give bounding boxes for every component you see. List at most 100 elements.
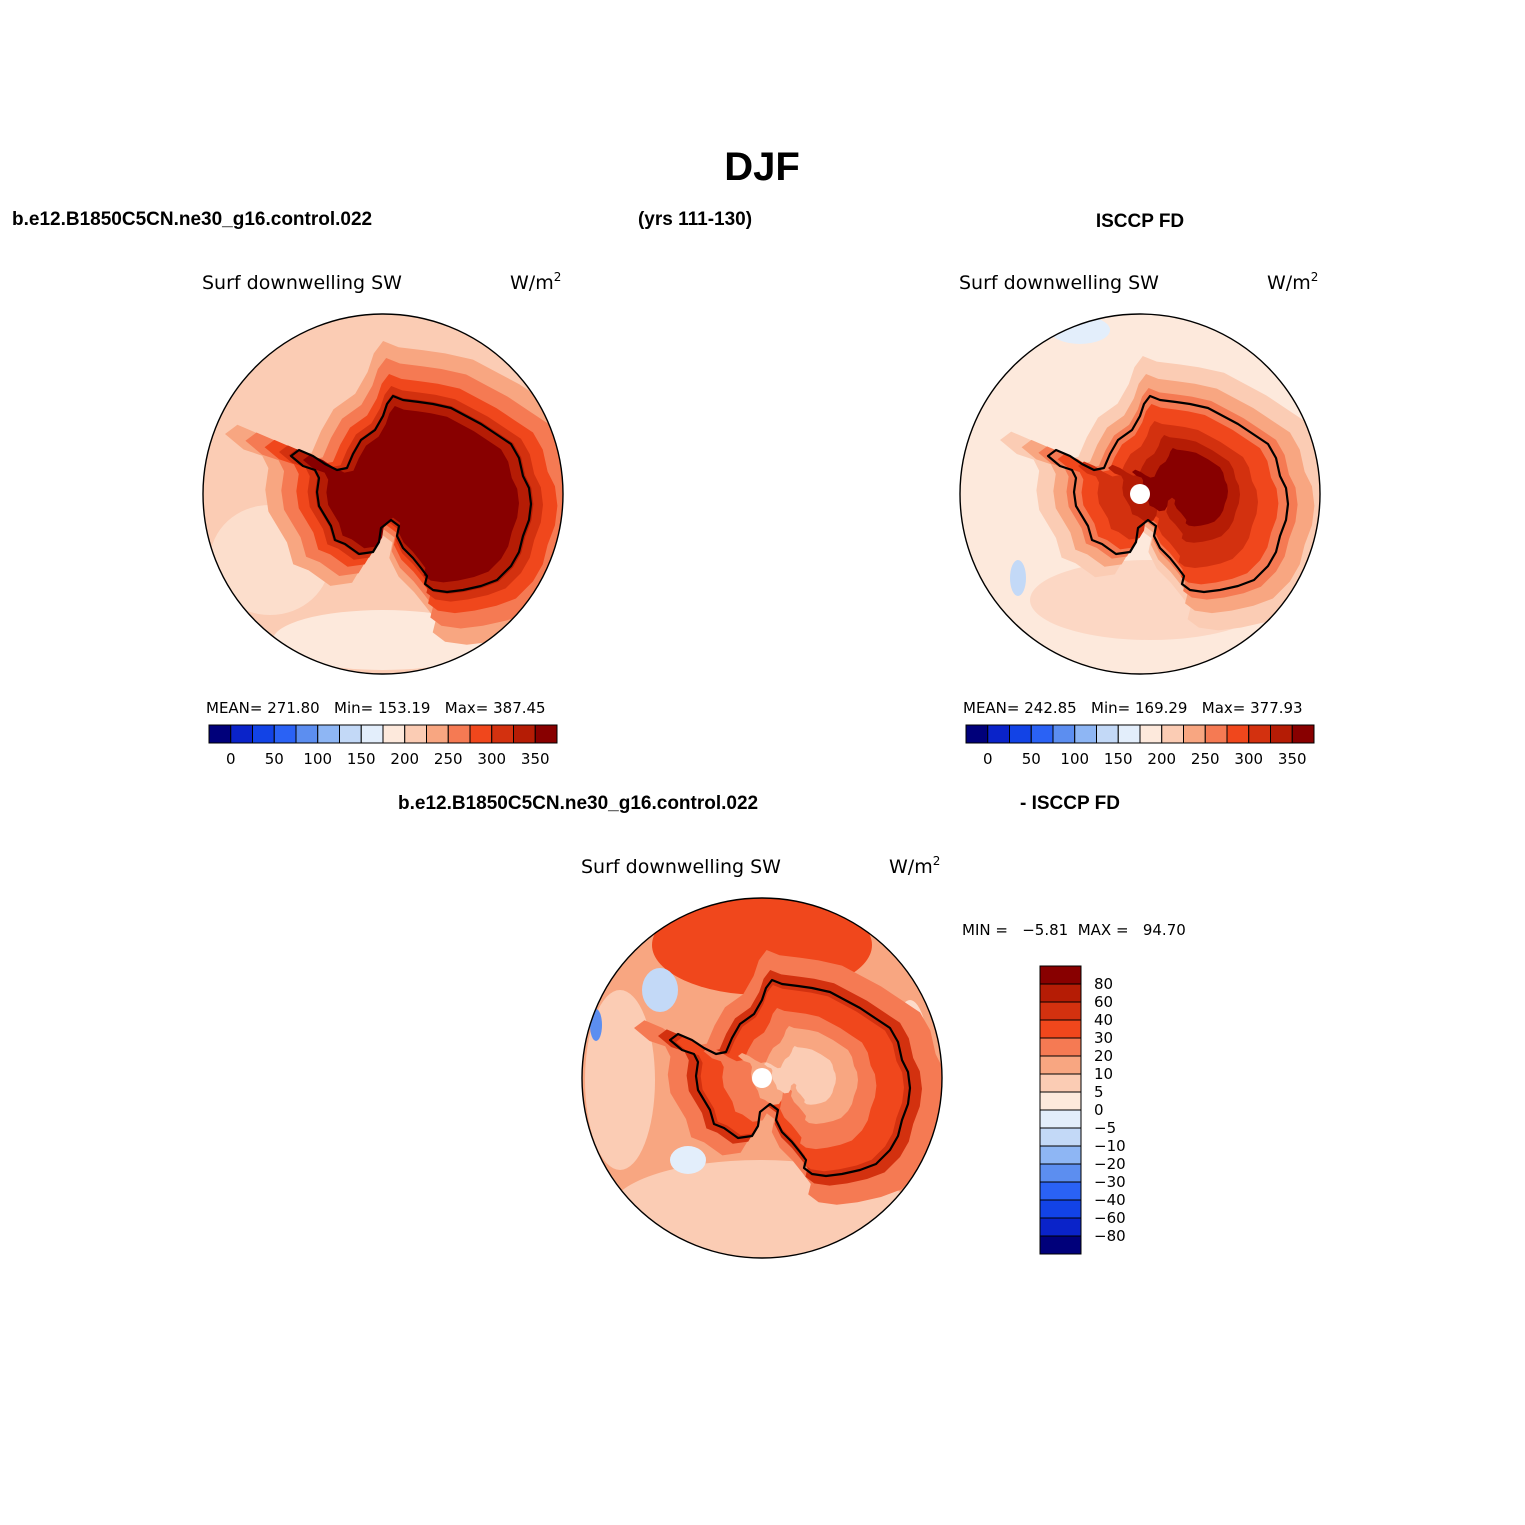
panel-model: Surf downwelling SW W/m2 MEAN= 271.80 Mi… — [202, 270, 564, 768]
colorbar-swatch — [1139, 724, 1163, 744]
colorbar-swatch — [1161, 724, 1184, 744]
colorbar-tick-label: −80 — [1094, 1227, 1126, 1245]
colorbar-tick-label: 350 — [1278, 750, 1307, 768]
colorbar-swatch — [1183, 724, 1206, 744]
panel-model-units: W/m2 — [510, 270, 561, 294]
colorbar-swatch — [1039, 1199, 1082, 1219]
header-right-obs: ISCCP FD — [1096, 211, 1184, 232]
colorbar-swatch — [317, 724, 340, 744]
colorbar-tick-label: 200 — [1147, 750, 1176, 768]
colorbar-swatch — [1039, 1073, 1082, 1093]
colorbar-tick-label: 80 — [1094, 975, 1113, 993]
colorbar-tick-label: −30 — [1094, 1173, 1126, 1191]
map-model — [203, 314, 563, 674]
colorbar-swatch — [1039, 1055, 1082, 1075]
panel-diff: b.e12.B1850C5CN.ne30_g16.control.022 - I… — [398, 793, 1186, 1259]
colorbar-obs: 0 50 100 150 200 250 300 350 — [965, 724, 1315, 768]
colorbar-swatch — [513, 724, 536, 744]
colorbar-swatch — [1074, 724, 1097, 744]
colorbar-swatch — [1039, 1037, 1082, 1057]
colorbar-tick-label: 250 — [434, 750, 463, 768]
colorbar-tick-label: −60 — [1094, 1209, 1126, 1227]
colorbar-swatch — [1052, 724, 1076, 744]
pole-marker — [752, 1068, 772, 1088]
map-model-boundary — [202, 313, 564, 675]
colorbar-swatch — [469, 724, 493, 744]
colorbar-tick-label: 200 — [390, 750, 419, 768]
colorbar-swatch — [1039, 1235, 1082, 1255]
colorbar-swatch — [1039, 983, 1082, 1003]
panel-diff-units: W/m2 — [889, 854, 940, 878]
colorbar-swatch — [1039, 1217, 1082, 1237]
panel-obs-units: W/m2 — [1267, 270, 1318, 294]
colorbar-tick-label: −20 — [1094, 1155, 1126, 1173]
colorbar-tick-label: 10 — [1094, 1065, 1113, 1083]
colorbar-tick-label: 300 — [477, 750, 506, 768]
colorbar-model: 0 50 100 150 200 250 300 350 — [208, 724, 558, 768]
colorbar-swatch — [382, 724, 406, 744]
diff-header-left: b.e12.B1850C5CN.ne30_g16.control.022 — [398, 793, 758, 814]
colorbar-swatch — [1039, 1091, 1082, 1111]
colorbar-tick-label: 30 — [1094, 1029, 1113, 1047]
colorbar-swatch — [1039, 1145, 1082, 1165]
colorbar-swatch — [1204, 724, 1228, 744]
colorbar-tick-label: 60 — [1094, 993, 1113, 1011]
panel-obs: Surf downwelling SW W/m2 MEAN= 242.85 Mi… — [959, 270, 1321, 768]
colorbar-swatch — [965, 724, 989, 744]
colorbar-tick-label: 0 — [226, 750, 236, 768]
colorbar-swatch — [1039, 1001, 1082, 1021]
colorbar-tick-label: 20 — [1094, 1047, 1113, 1065]
colorbar-tick-label: 50 — [265, 750, 284, 768]
colorbar-swatch — [295, 724, 319, 744]
colorbar-swatch — [208, 724, 232, 744]
colorbar-swatch — [534, 724, 558, 744]
colorbar-swatch — [1039, 1163, 1082, 1183]
colorbar-swatch — [1039, 1019, 1082, 1039]
colorbar-swatch — [273, 724, 297, 744]
colorbar-swatch — [404, 724, 427, 744]
map-obs-boundary — [959, 313, 1321, 675]
panel-obs-variable: Surf downwelling SW — [959, 272, 1159, 294]
colorbar-tick-label: 250 — [1191, 750, 1220, 768]
colorbar-tick-label: −40 — [1094, 1191, 1126, 1209]
colorbar-tick-label: 100 — [303, 750, 332, 768]
colorbar-swatch — [1117, 724, 1141, 744]
colorbar-tick-label: 40 — [1094, 1011, 1113, 1029]
colorbar-swatch — [1226, 724, 1250, 744]
map-diff — [582, 898, 942, 1258]
panel-model-variable: Surf downwelling SW — [202, 272, 402, 294]
colorbar-swatch — [447, 724, 471, 744]
colorbar-tick-label: 0 — [1094, 1101, 1104, 1119]
colorbar-swatch — [1248, 724, 1271, 744]
header-years: (yrs 111-130) — [638, 209, 752, 230]
colorbar-swatch — [987, 724, 1010, 744]
colorbar-tick-label: 150 — [1104, 750, 1133, 768]
colorbar-swatch — [1291, 724, 1315, 744]
panel-model-stats: MEAN= 271.80 Min= 153.19 Max= 387.45 — [206, 699, 546, 717]
colorbar-swatch — [1030, 724, 1054, 744]
colorbar-tick-label: 350 — [521, 750, 550, 768]
colorbar-tick-label: 100 — [1060, 750, 1089, 768]
colorbar-swatch — [1039, 1181, 1082, 1201]
colorbar-swatch — [491, 724, 514, 744]
colorbar-swatch — [252, 724, 275, 744]
colorbar-tick-label: −5 — [1094, 1119, 1116, 1137]
pole-marker — [1130, 484, 1150, 504]
colorbar-tick-label: 5 — [1094, 1083, 1104, 1101]
map-obs — [960, 314, 1320, 674]
colorbar-swatch — [1270, 724, 1293, 744]
colorbar-tick-label: 50 — [1022, 750, 1041, 768]
colorbar-swatch — [1039, 1127, 1082, 1147]
colorbar-swatch — [230, 724, 253, 744]
header-left-case: b.e12.B1850C5CN.ne30_g16.control.022 — [12, 209, 372, 230]
panel-obs-stats: MEAN= 242.85 Min= 169.29 Max= 377.93 — [963, 699, 1303, 717]
colorbar-tick-label: −10 — [1094, 1137, 1126, 1155]
figure-title: DJF — [724, 145, 800, 189]
colorbar-tick-label: 150 — [347, 750, 376, 768]
colorbar-swatch — [1009, 724, 1032, 744]
diff-header-right: - ISCCP FD — [1020, 793, 1120, 814]
colorbar-swatch — [426, 724, 449, 744]
colorbar-swatch — [1096, 724, 1119, 744]
